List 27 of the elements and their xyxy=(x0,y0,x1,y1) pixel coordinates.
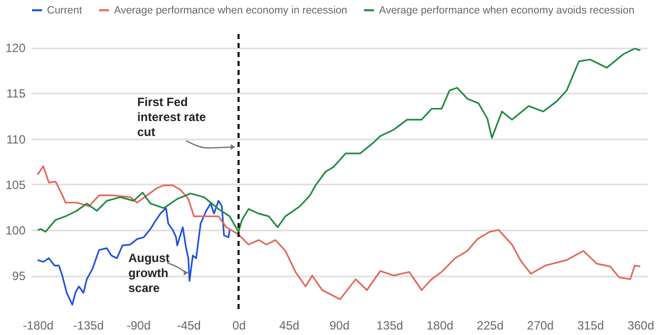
x-tick-label: 45d xyxy=(279,318,300,332)
y-tick-label: 115 xyxy=(6,86,26,101)
y-tick-label: 95 xyxy=(12,269,26,284)
legend-label: Current xyxy=(47,4,82,16)
x-tick-label: 315d xyxy=(577,318,604,332)
y-tick-label: 100 xyxy=(5,223,26,238)
annotation: August growth scare xyxy=(128,250,170,295)
x-tick-label: -90d xyxy=(126,318,151,332)
x-tick-label: -180d xyxy=(22,318,54,332)
x-tick-label: 135d xyxy=(376,318,404,332)
y-tick-label: 110 xyxy=(6,132,26,146)
x-tick-label: 360d xyxy=(627,318,654,332)
x-tick-label: 180d xyxy=(426,318,454,332)
x-tick-label: 90d xyxy=(329,318,350,332)
line-series xyxy=(36,200,230,306)
x-tick-label: 225d xyxy=(476,318,504,332)
x-tick-label: -135d xyxy=(73,318,104,332)
x-tick-label: 270d xyxy=(527,318,554,332)
y-tick-label: 120 xyxy=(5,41,26,56)
y-tick-label: 105 xyxy=(5,178,26,192)
annotation: First Fed interest rate cut xyxy=(137,95,206,140)
legend-label: Average performance when economy in recession xyxy=(114,4,348,16)
line-series xyxy=(36,165,642,300)
legend-label: Average performance when economy avoids recession xyxy=(379,4,635,16)
x-tick-label: -45d xyxy=(176,318,201,332)
x-tick-label: 0d xyxy=(232,318,246,332)
line-series xyxy=(36,48,642,233)
